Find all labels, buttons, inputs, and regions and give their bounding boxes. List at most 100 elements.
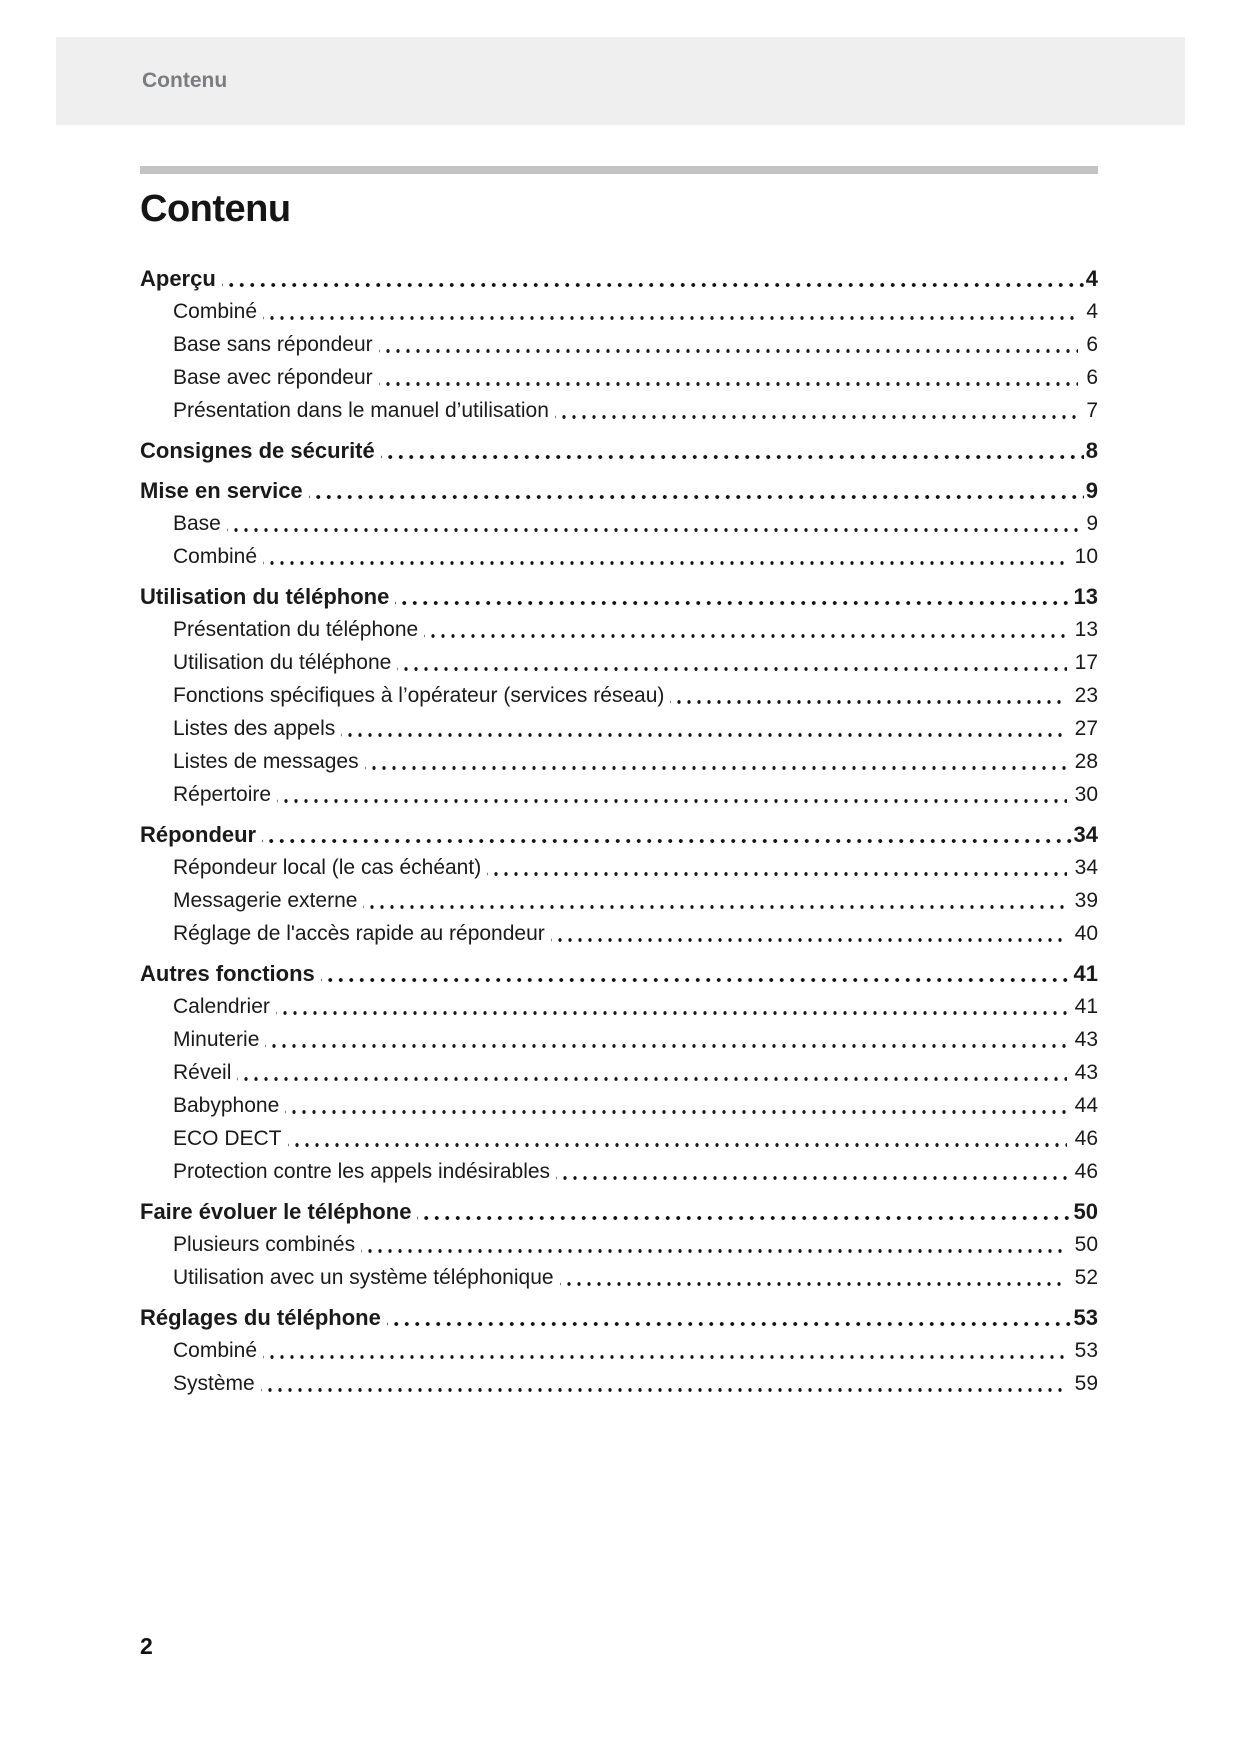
- toc-entry-page: 17: [1074, 651, 1098, 674]
- dot-leader: [378, 328, 1079, 361]
- dot-leader: [285, 1089, 1067, 1122]
- dot-leader: [263, 1334, 1067, 1367]
- footer-page-number: 2: [140, 1633, 153, 1659]
- toc-entry-label: Protection contre les appels indésirable…: [173, 1160, 551, 1183]
- toc-entry-label: Réglages du téléphone: [140, 1305, 381, 1330]
- toc-entry-label: Aperçu: [140, 266, 216, 291]
- toc-entry-page: 40: [1074, 922, 1098, 945]
- toc-entry-page: 53: [1074, 1339, 1098, 1362]
- dot-leader: [364, 745, 1067, 778]
- toc-entry-page: 4: [1086, 300, 1098, 323]
- page-content: Contenu Aperçu 4 Combiné 4 Base sans réponde…: [140, 166, 1098, 1400]
- toc-entry: Mise en service 9: [140, 474, 1098, 507]
- toc-entry: Réglages du téléphone 53: [140, 1301, 1098, 1334]
- toc-entry-page: 23: [1074, 684, 1098, 707]
- dot-leader: [380, 434, 1084, 467]
- toc-entry-label: Faire évoluer le téléphone: [140, 1199, 412, 1224]
- toc-entry-label: Combiné: [173, 1339, 258, 1362]
- toc-entry-page: 59: [1074, 1372, 1098, 1395]
- toc-entry: Autres fonctions 41: [140, 957, 1098, 990]
- toc-entry-page: 44: [1074, 1094, 1098, 1117]
- toc-entry-page: 10: [1074, 545, 1098, 568]
- toc-entry-page: 46: [1074, 1127, 1098, 1150]
- dot-leader: [556, 1155, 1067, 1188]
- toc-entry-page: 28: [1074, 750, 1098, 773]
- toc-entry-page: 41: [1073, 961, 1098, 986]
- toc-entry-label: Calendrier: [173, 995, 270, 1018]
- toc-entry: Consignes de sécurité 8: [140, 434, 1098, 467]
- dot-leader: [237, 1056, 1067, 1089]
- toc-entry-label: Messagerie externe: [173, 889, 358, 912]
- toc-entry: Faire évoluer le téléphone 50: [140, 1195, 1098, 1228]
- toc-entry-label: Base: [173, 512, 221, 535]
- toc-entry: Base sans répondeur 6: [140, 328, 1098, 361]
- dot-leader: [263, 540, 1067, 573]
- toc-entry: Utilisation du téléphone 17: [140, 646, 1098, 679]
- toc-entry: Listes des appels 27: [140, 712, 1098, 745]
- page-title: Contenu: [140, 188, 291, 230]
- toc-entry: Base avec répondeur 6: [140, 361, 1098, 394]
- toc-entry: Base 9: [140, 507, 1098, 540]
- toc-entry-label: Répondeur local (le cas échéant): [173, 856, 482, 879]
- toc-entry-page: 8: [1085, 438, 1098, 463]
- toc-entry-label: ECO DECT: [173, 1127, 282, 1150]
- toc-entry-page: 41: [1074, 995, 1098, 1018]
- running-header-label: Contenu: [142, 69, 228, 92]
- toc-entry-label: Réveil: [173, 1061, 232, 1084]
- toc-entry-label: Mise en service: [140, 478, 303, 503]
- toc-entry-label: Listes des appels: [173, 717, 336, 740]
- toc-entry: Réglage de l'accès rapide au répondeur 40: [140, 917, 1098, 950]
- toc-entry: Aperçu 4: [140, 262, 1098, 295]
- toc-entry: Calendrier 41: [140, 990, 1098, 1023]
- toc-entry: Combiné 4: [140, 295, 1098, 328]
- toc-entry-label: Combiné: [173, 545, 258, 568]
- toc-entry-label: Présentation du téléphone: [173, 618, 419, 641]
- toc-entry: Présentation du téléphone 13: [140, 613, 1098, 646]
- dot-leader: [559, 1261, 1067, 1294]
- toc-entry: Messagerie externe 39: [140, 884, 1098, 917]
- toc-entry-page: 39: [1074, 889, 1098, 912]
- dot-leader: [341, 712, 1067, 745]
- toc-entry-label: Utilisation du téléphone: [140, 584, 390, 609]
- toc-entry: Combiné 10: [140, 540, 1098, 573]
- dot-leader: [378, 361, 1079, 394]
- toc-list: Aperçu 4 Combiné 4 Base sans répondeur 6 Base …: [140, 262, 1098, 1400]
- toc-entry: Répondeur local (le cas échéant) 34: [140, 851, 1098, 884]
- dot-leader: [262, 818, 1072, 851]
- toc-entry-label: Plusieurs combinés: [173, 1233, 356, 1256]
- toc-entry-label: Autres fonctions: [140, 961, 315, 986]
- dot-leader: [363, 884, 1067, 917]
- toc-entry: Répertoire 30: [140, 778, 1098, 811]
- dot-leader: [221, 262, 1084, 295]
- toc-entry: Babyphone 44: [140, 1089, 1098, 1122]
- toc-entry: Plusieurs combinés 50: [140, 1228, 1098, 1261]
- dot-leader: [417, 1195, 1072, 1228]
- toc-entry-page: 53: [1073, 1305, 1098, 1330]
- toc-entry: Réveil 43: [140, 1056, 1098, 1089]
- toc-entry-label: Combiné: [173, 300, 258, 323]
- toc-entry-page: 50: [1073, 1199, 1098, 1224]
- toc-entry-label: Répondeur: [140, 822, 257, 847]
- toc-entry-page: 4: [1085, 266, 1098, 291]
- dot-leader: [277, 778, 1067, 811]
- toc-entry: Utilisation du téléphone 13: [140, 580, 1098, 613]
- dot-leader: [287, 1122, 1067, 1155]
- toc-entry-page: 13: [1073, 584, 1098, 609]
- dot-leader: [263, 295, 1079, 328]
- toc-entry-page: 34: [1073, 822, 1098, 847]
- toc-entry-page: 43: [1074, 1028, 1098, 1051]
- toc-entry-page: 6: [1086, 333, 1098, 356]
- toc-entry-page: 9: [1085, 478, 1098, 503]
- dot-leader: [361, 1228, 1067, 1261]
- dot-leader: [487, 851, 1067, 884]
- dot-leader: [275, 990, 1067, 1023]
- toc-entry-label: Babyphone: [173, 1094, 280, 1117]
- toc-entry: Répondeur 34: [140, 818, 1098, 851]
- toc-entry: Utilisation avec un système téléphonique…: [140, 1261, 1098, 1294]
- dot-leader: [320, 957, 1072, 990]
- dot-leader: [395, 580, 1072, 613]
- dot-leader: [260, 1367, 1067, 1400]
- toc-entry-label: Fonctions spécifiques à l’opérateur (ser…: [173, 684, 665, 707]
- dot-leader: [550, 917, 1067, 950]
- toc-entry-page: 6: [1086, 366, 1098, 389]
